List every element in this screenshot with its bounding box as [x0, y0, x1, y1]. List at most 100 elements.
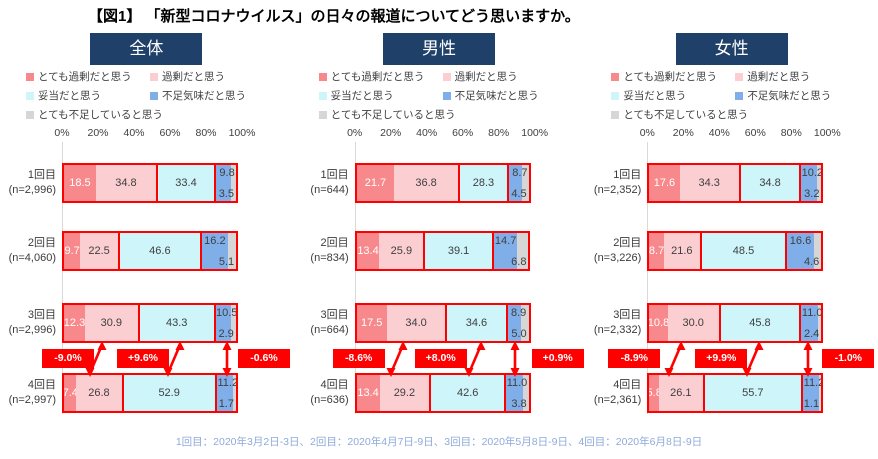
bar-group-excessive: 17.6 34.3	[647, 163, 741, 203]
bar-group-appropriate: 34.8	[738, 163, 802, 203]
stacked-bar: 17.5 34.0 34.6 8.9 5.0	[354, 303, 531, 343]
segment-value: 29.2	[393, 387, 416, 399]
round-label: 3回目	[27, 309, 56, 322]
stacked-bar: 12.3 30.9 43.3 10.5 2.9	[62, 303, 238, 343]
sample-size-label: (n=2,996)	[8, 324, 56, 336]
panel: 男性 とても過剰だと思う 過剰だと思う 妥当だと思う 不足気味だと思う とても不足している…	[293, 30, 586, 425]
legend-label: とても過剰だと思う	[623, 71, 717, 83]
legend-item: 妥当だと思う	[318, 88, 443, 103]
bar-segment-appropriate: 28.3	[459, 165, 507, 201]
bar-group-appropriate: 48.5	[699, 231, 788, 271]
segment-value: 52.9	[158, 387, 180, 399]
bar-group-insufficient: 9.8 3.5	[214, 163, 238, 203]
stacked-bar: 10.8 30.0 45.8 11.0 2.4	[647, 303, 824, 343]
bar-segment-very-insufficient	[231, 305, 236, 341]
sample-size-label: (n=2,996)	[8, 184, 56, 196]
bar-segment-appropriate: 39.1	[425, 233, 492, 269]
panel: 女性 とても過剰だと思う 過剰だと思う 妥当だと思う 不足気味だと思う とても不足している…	[585, 30, 878, 425]
row-label: 2回目 (n=834)	[293, 231, 348, 271]
segment-value: 10.5	[215, 307, 238, 319]
bar-group-excessive: 18.5 34.8	[62, 163, 158, 203]
change-badge: -1.0%	[822, 349, 875, 368]
segment-value: 2.9	[218, 328, 234, 340]
bar-segment-excessive: 30.0	[667, 305, 719, 341]
bar-row: 1回目 (n=644) 21.7 36.8 28.3 8.7 4.5	[293, 163, 586, 203]
segment-value: 42.6	[456, 387, 479, 399]
bar-row: 4回目 (n=636) 13.4 29.2 42.6 11.0 3.8	[293, 373, 586, 413]
stacked-bar: 13.4 29.2 42.6 11.0 3.8	[354, 373, 531, 413]
segment-value: 5.8	[647, 387, 662, 399]
round-label: 2回目	[613, 237, 642, 250]
segment-value: 3.5	[218, 188, 234, 200]
legend-label: 過剰だと思う	[162, 71, 225, 83]
legend-label: 過剰だと思う	[747, 71, 811, 83]
round-label: 4回目	[613, 379, 642, 392]
arrowhead-up-icon	[175, 341, 185, 350]
bar-segment-very-insufficient	[817, 305, 822, 341]
legend-label: 不足気味だと思う	[454, 90, 539, 102]
row-label: 2回目 (n=3,226)	[585, 231, 641, 271]
panels-container: 全体 とても過剰だと思う 過剰だと思う 妥当だと思う 不足気味だと思う とても不足している…	[0, 30, 878, 425]
change-badge: -8.6%	[332, 349, 385, 368]
segment-value: 13.4	[357, 245, 379, 257]
bar-row: 3回目 (n=2,332) 10.8 30.0 45.8 11.0 2.4	[585, 303, 878, 343]
bar-group-insufficient: 16.2 5.1	[199, 231, 239, 271]
segment-value: 16.6	[789, 235, 812, 247]
legend-item: とても不足していると思う	[318, 107, 456, 122]
change-arrows-layer	[85, 341, 232, 377]
round-label: 1回目	[320, 169, 349, 182]
row-label: 4回目 (n=2,997)	[0, 373, 56, 413]
bar-segment-very-excessive: 10.8	[649, 305, 669, 341]
stacked-bar: 5.8 26.1 55.7 11.2 1.1	[647, 373, 824, 413]
bar-row: 4回目 (n=2,997) 7.4 26.8 52.9 11.2 1.7	[0, 373, 293, 413]
segment-value: 1.7	[218, 398, 234, 410]
bar-group-appropriate: 43.3	[137, 303, 216, 343]
bar-segment-very-excessive: 13.4	[356, 233, 380, 269]
legend-item: 過剰だと思う	[442, 69, 539, 84]
stacked-bar: 8.7 21.6 48.5 16.6 4.6	[647, 231, 824, 271]
legend-swatch-icon	[611, 91, 620, 100]
segment-value: 18.5	[69, 177, 91, 189]
bar-row: 1回目 (n=2,352) 17.6 34.3 34.8 10.2 3.2	[585, 163, 878, 203]
stacked-bar: 7.4 26.8 52.9 11.2 1.7	[62, 373, 238, 413]
bar-segment-somewhat-insufficient	[493, 233, 518, 269]
change-badge: +0.9%	[531, 349, 584, 368]
bar-segment-very-excessive: 13.4	[356, 375, 380, 411]
segment-value: 9.8	[219, 167, 235, 179]
stacked-bar: 9.7 22.5 46.6 16.2 5.1	[62, 231, 239, 271]
bar-segment-very-excessive: 7.4	[64, 375, 78, 411]
sample-size-label: (n=664)	[310, 324, 349, 336]
bar-row: 2回目 (n=3,226) 8.7 21.6 48.5 16.6 4.6	[585, 231, 878, 271]
segment-value: 8.7	[512, 167, 528, 179]
segment-value: 2.4	[804, 328, 820, 340]
legend-swatch-icon	[318, 72, 327, 81]
bar-group-excessive: 7.4 26.8	[62, 373, 124, 413]
bar-segment-somewhat-insufficient	[215, 305, 232, 341]
segment-value: 34.0	[405, 317, 427, 329]
bar-segment-somewhat-insufficient	[216, 165, 231, 201]
legend-label: とても不足していると思う	[623, 109, 749, 121]
legend: とても過剰だと思う 過剰だと思う 妥当だと思う 不足気味だと思う とても不足していると思…	[611, 69, 831, 122]
bar-group-appropriate: 28.3	[457, 163, 509, 203]
change-annotation-band: -9.0% +9.6% -0.6%	[0, 341, 293, 377]
change-arrows-layer	[386, 341, 520, 377]
segment-value: 43.3	[166, 317, 188, 329]
axis-tick: 0%	[639, 127, 655, 139]
legend-swatch-icon	[318, 110, 327, 119]
bar-group-insufficient: 14.7 6.8	[491, 231, 531, 271]
axis-baseline	[647, 142, 649, 414]
arrowhead-up-icon	[754, 341, 764, 350]
sample-size-label: (n=2,997)	[8, 394, 56, 406]
segment-value: 21.6	[671, 245, 693, 257]
row-label: 3回目 (n=2,332)	[585, 303, 641, 343]
bar-segment-excessive: 21.6	[663, 233, 700, 269]
segment-value: 6.8	[511, 256, 527, 268]
bar-segment-very-insufficient	[521, 305, 529, 341]
legend-item: 不足気味だと思う	[735, 88, 831, 103]
bar-segment-excessive: 26.8	[76, 375, 122, 411]
bar-segment-appropriate: 52.9	[123, 375, 215, 411]
bar-group-appropriate: 45.8	[718, 303, 802, 343]
sample-size-label: (n=3,226)	[593, 252, 642, 264]
bar-segment-excessive: 34.0	[386, 305, 446, 341]
